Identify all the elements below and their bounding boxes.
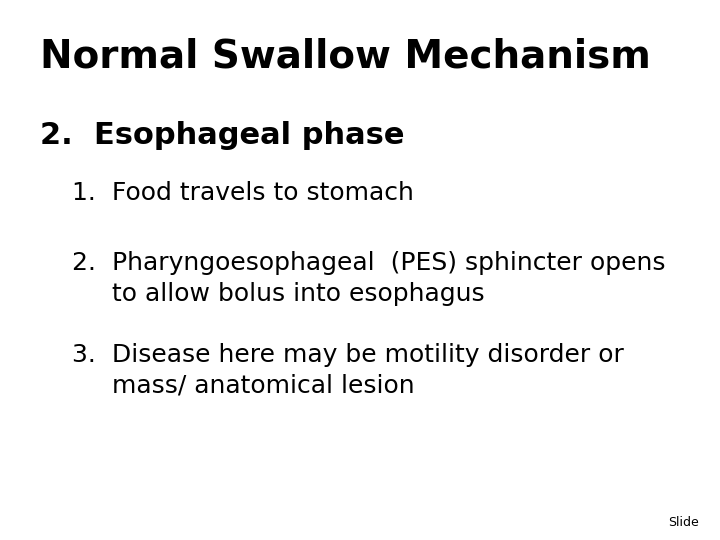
Text: 3.  Disease here may be motility disorder or
     mass/ anatomical lesion: 3. Disease here may be motility disorder… xyxy=(72,343,624,397)
Text: Slide: Slide xyxy=(667,516,698,529)
Text: 1.  Food travels to stomach: 1. Food travels to stomach xyxy=(72,181,414,205)
Text: Normal Swallow Mechanism: Normal Swallow Mechanism xyxy=(40,38,650,76)
Text: 2.  Pharyngoesophageal  (PES) sphincter opens
     to allow bolus into esophagus: 2. Pharyngoesophageal (PES) sphincter op… xyxy=(72,251,665,306)
Text: 2.  Esophageal phase: 2. Esophageal phase xyxy=(40,122,404,151)
